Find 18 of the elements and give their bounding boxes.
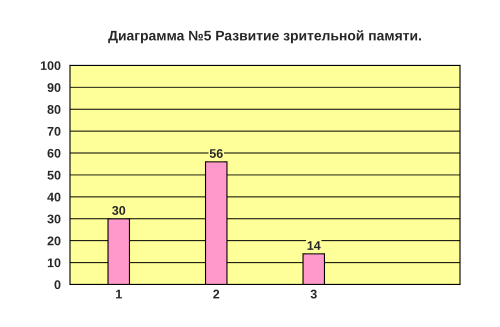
y-tick-label: 100 [40,61,60,70]
chart-title: Диаграмма №5 Развитие зрительной памяти. [108,30,421,44]
x-tick-label: 1 [116,290,122,298]
x-tick-label: 2 [213,290,220,298]
data-label: 14 [308,241,321,250]
y-tick-label: 10 [48,258,60,268]
y-tick-label: 80 [47,105,60,114]
y-tick-label: 20 [48,236,60,246]
y-tick-label: 0 [54,280,60,290]
data-label: 30 [112,206,126,215]
y-tick-label: 90 [48,83,60,92]
y-tick-label: 30 [47,214,60,224]
y-tick-label: 70 [48,126,60,136]
data-label: 56 [210,149,223,158]
y-tick-label: 40 [47,192,60,202]
y-tick-label: 50 [47,170,60,180]
x-tick-label: 3 [310,290,317,299]
y-tick-label: 60 [48,148,60,158]
